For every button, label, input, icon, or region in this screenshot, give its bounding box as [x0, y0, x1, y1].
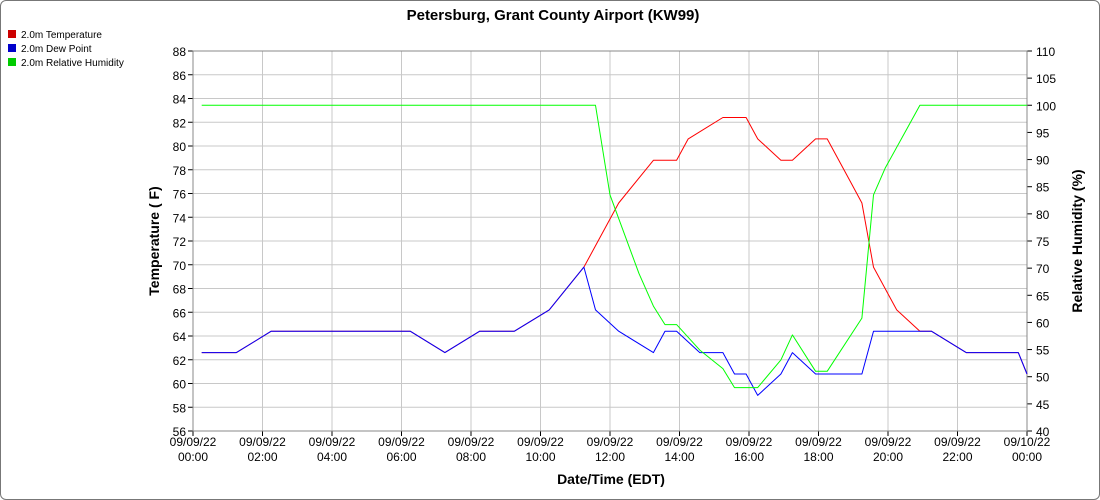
x-tick-time: 08:00 — [456, 450, 486, 464]
y2-axis-title: Relative Humidity (%) — [1069, 169, 1085, 312]
y2-tick-label: 100 — [1036, 99, 1056, 113]
x-tick-time: 00:00 — [1012, 450, 1042, 464]
y2-tick-label: 45 — [1036, 398, 1050, 412]
x-tick-date: 09/09/22 — [934, 435, 981, 449]
legend-swatch — [8, 58, 16, 66]
legend-humidity: 2.0m Relative Humidity — [8, 58, 124, 69]
x-tick-date: 09/09/22 — [795, 435, 842, 449]
y2-tick-label: 70 — [1036, 262, 1050, 276]
y2-tick-label: 85 — [1036, 181, 1050, 195]
y-tick-label: 84 — [173, 93, 187, 107]
y2-tick-label: 105 — [1036, 72, 1056, 86]
tick-labels: 56 58 60 62 64 66 68 70 72 74 76 78 80 82 84 86 88 40 45 50… — [170, 45, 1057, 464]
y-tick-label: 88 — [173, 45, 187, 59]
y2-tick-label: 75 — [1036, 235, 1050, 249]
x-tick-time: 12:00 — [595, 450, 625, 464]
x-tick-time: 10:00 — [525, 450, 555, 464]
x-tick-time: 18:00 — [803, 450, 833, 464]
legend-temperature: 2.0m Temperature — [8, 30, 102, 41]
y2-tick-label: 110 — [1036, 45, 1055, 59]
x-tick-date: 09/09/22 — [170, 435, 217, 449]
y-tick-label: 62 — [173, 354, 187, 368]
y2-tick-label: 40 — [1036, 425, 1050, 439]
y-tick-label: 74 — [173, 211, 187, 225]
x-tick-time: 00:00 — [178, 450, 208, 464]
legend: 2.0m Temperature 2.0m Dew Point 2.0m Relat… — [8, 30, 124, 69]
y-axis-title: Temperature ( F) — [146, 186, 162, 295]
y-tick-label: 82 — [173, 116, 187, 130]
x-tick-date: 09/09/22 — [378, 435, 425, 449]
legend-dewpoint: 2.0m Dew Point — [8, 44, 92, 55]
legend-swatch — [8, 30, 16, 38]
axes — [188, 50, 1032, 436]
x-tick-time: 20:00 — [873, 450, 903, 464]
y2-tick-label: 65 — [1036, 289, 1050, 303]
x-tick-time: 16:00 — [734, 450, 764, 464]
x-tick-date: 09/09/22 — [656, 435, 703, 449]
x-axis-title: Date/Time (EDT) — [557, 471, 665, 487]
y2-tick-label: 80 — [1036, 208, 1050, 222]
y-tick-label: 66 — [173, 306, 187, 320]
x-tick-time: 02:00 — [247, 450, 277, 464]
series-layer — [201, 104, 1028, 396]
y-tick-label: 78 — [173, 164, 187, 178]
y-tick-label: 80 — [173, 140, 187, 154]
x-tick-date: 09/09/22 — [448, 435, 495, 449]
y2-tick-label: 55 — [1036, 344, 1050, 358]
y2-tick-label: 60 — [1036, 316, 1050, 330]
grid — [192, 50, 1028, 432]
y2-tick-label: 90 — [1036, 154, 1050, 168]
dewpoint-line — [201, 266, 1028, 396]
plot-border — [192, 50, 1028, 432]
x-tick-time: 06:00 — [386, 450, 416, 464]
legend-label: 2.0m Temperature — [21, 30, 102, 41]
y-tick-label: 72 — [173, 235, 187, 249]
x-tick-time: 14:00 — [664, 450, 694, 464]
legend-label: 2.0m Relative Humidity — [21, 58, 124, 69]
y-tick-label: 68 — [173, 283, 187, 297]
x-tick-date: 09/10/22 — [1004, 435, 1051, 449]
x-tick-date: 09/09/22 — [865, 435, 912, 449]
y2-tick-label: 50 — [1036, 371, 1050, 385]
y-tick-label: 64 — [173, 330, 187, 344]
y-tick-label: 76 — [173, 188, 187, 202]
x-tick-date: 09/09/22 — [309, 435, 356, 449]
y-tick-label: 86 — [173, 69, 187, 83]
y-tick-label: 58 — [173, 401, 187, 415]
x-tick-date: 09/09/22 — [726, 435, 773, 449]
x-tick-date: 09/09/22 — [517, 435, 564, 449]
y-tick-label: 56 — [173, 425, 187, 439]
x-tick-date: 09/09/22 — [239, 435, 286, 449]
y2-tick-label: 95 — [1036, 126, 1050, 140]
legend-label: 2.0m Dew Point — [21, 44, 92, 55]
y-tick-label: 70 — [173, 259, 187, 273]
chart-title: Petersburg, Grant County Airport (KW99) — [407, 7, 700, 24]
x-tick-date: 09/09/22 — [587, 435, 634, 449]
humidity-line — [201, 104, 1027, 389]
y-tick-label: 60 — [173, 378, 187, 392]
x-tick-time: 04:00 — [317, 450, 347, 464]
legend-swatch — [8, 44, 16, 52]
x-tick-time: 22:00 — [942, 450, 972, 464]
